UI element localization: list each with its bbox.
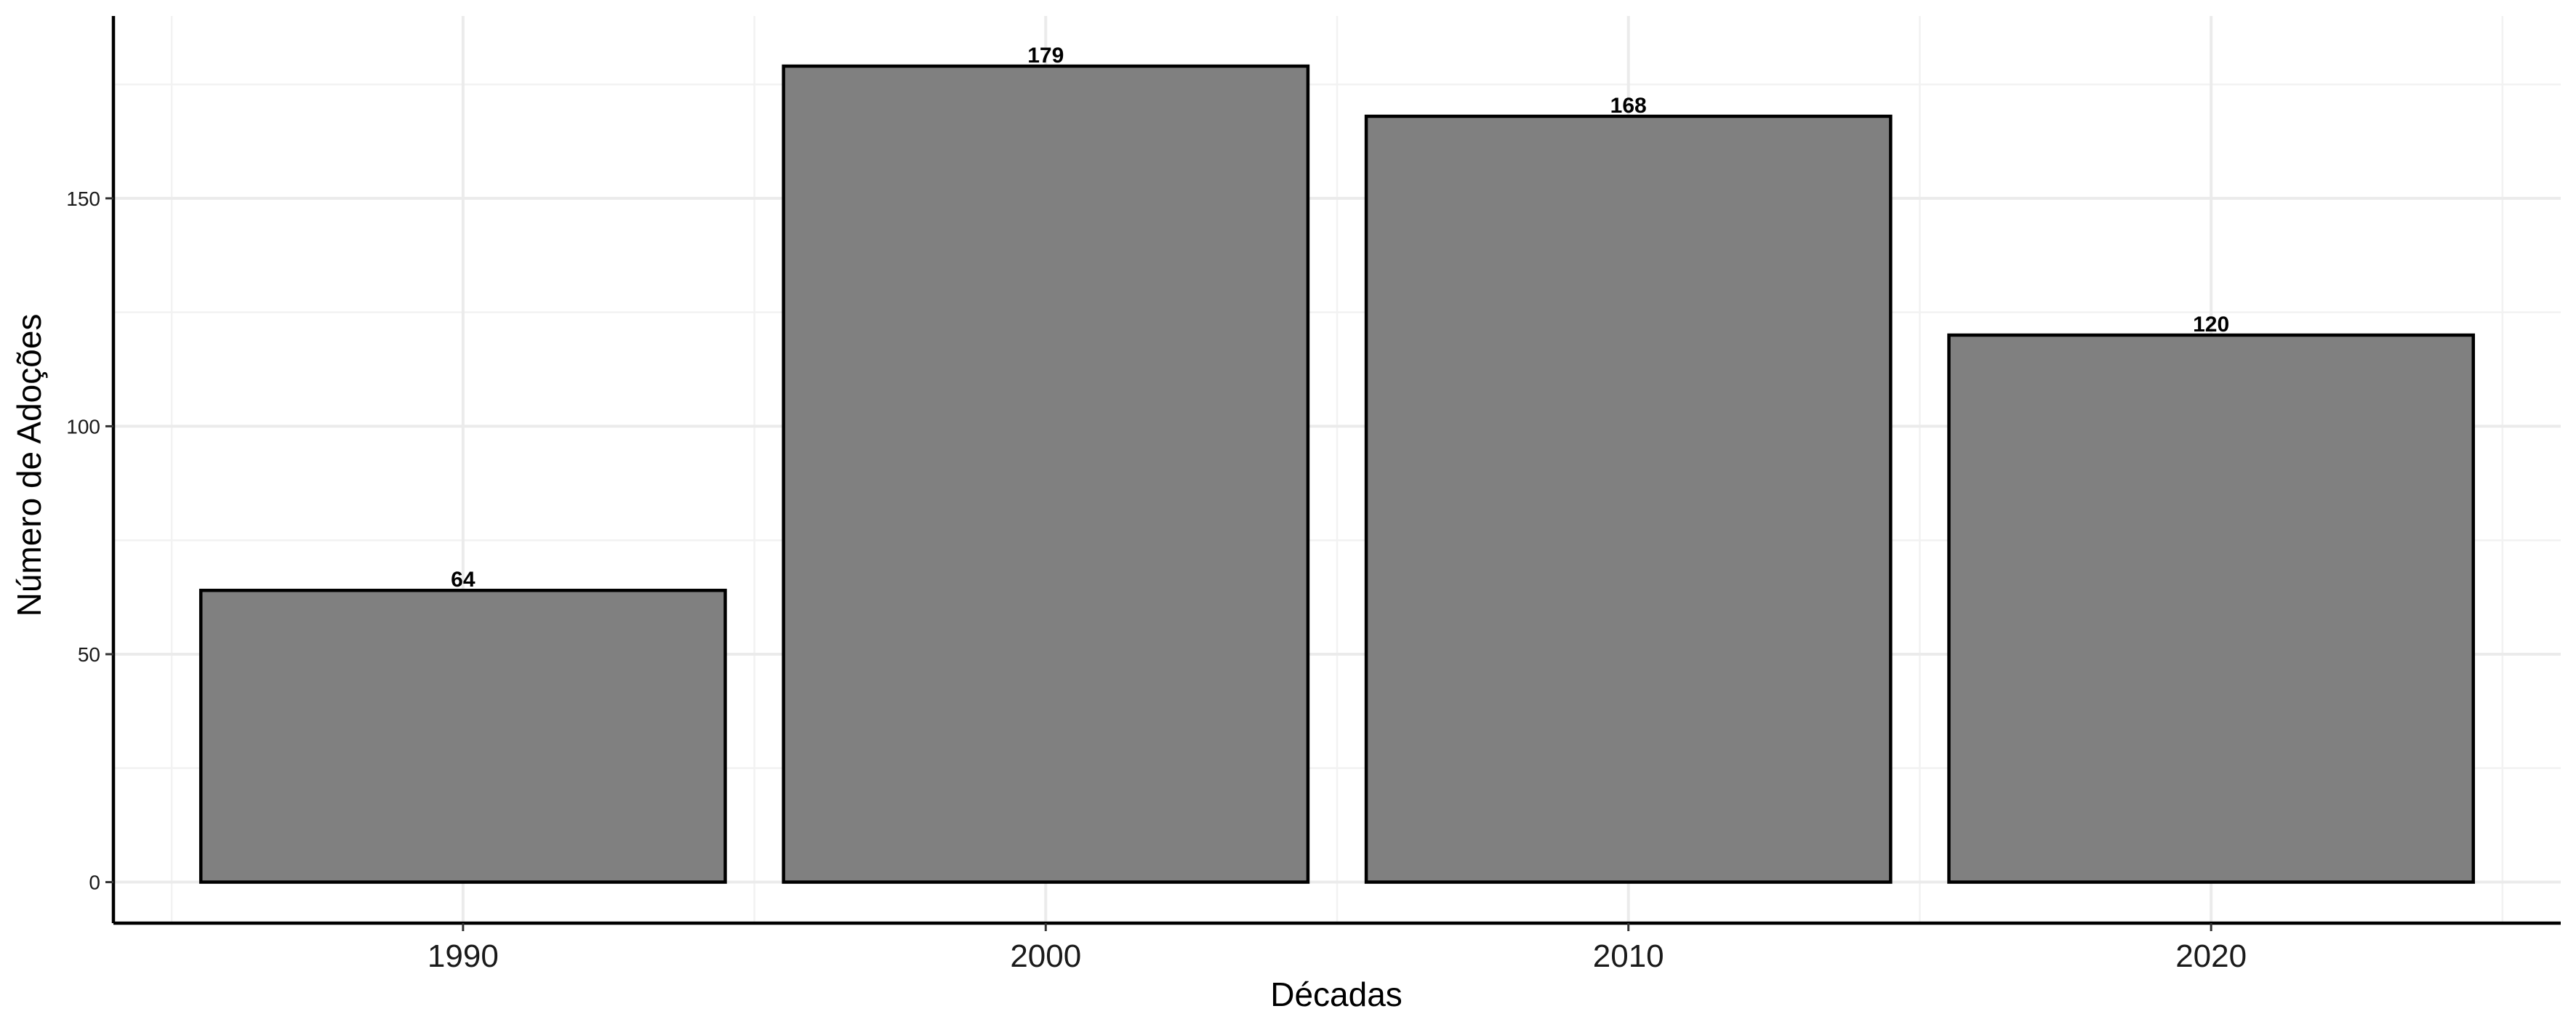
x-axis-ticks: 1990 2000 2010 2020 (428, 923, 2247, 974)
axes (111, 16, 2561, 925)
y-tick-label: 100 (66, 415, 100, 438)
x-tick-label: 2020 (2175, 938, 2247, 974)
x-tick-label: 2000 (1010, 938, 1081, 974)
y-tick-label: 0 (89, 872, 100, 894)
x-axis-title: Décadas (1270, 975, 1403, 1013)
data-label-1990: 64 (451, 568, 476, 592)
data-label-2020: 120 (2193, 313, 2229, 337)
data-label-2000: 179 (1027, 44, 1064, 68)
x-tick-label: 1990 (428, 938, 499, 974)
bars (198, 64, 2476, 884)
bar-1990 (198, 588, 727, 884)
y-axis-title: Número de Adoções (10, 314, 48, 617)
y-tick-label: 150 (66, 188, 100, 210)
y-axis-ticks: 0 50 100 150 (66, 188, 113, 894)
data-labels: 64 179 168 120 (451, 44, 2229, 592)
x-tick-label: 2010 (1593, 938, 1664, 974)
data-label-2010: 168 (1610, 94, 1647, 118)
bar-2020 (1947, 333, 2476, 884)
y-tick-label: 50 (78, 643, 100, 666)
bar-2010 (1364, 114, 1893, 884)
bar-2000 (782, 64, 1310, 884)
